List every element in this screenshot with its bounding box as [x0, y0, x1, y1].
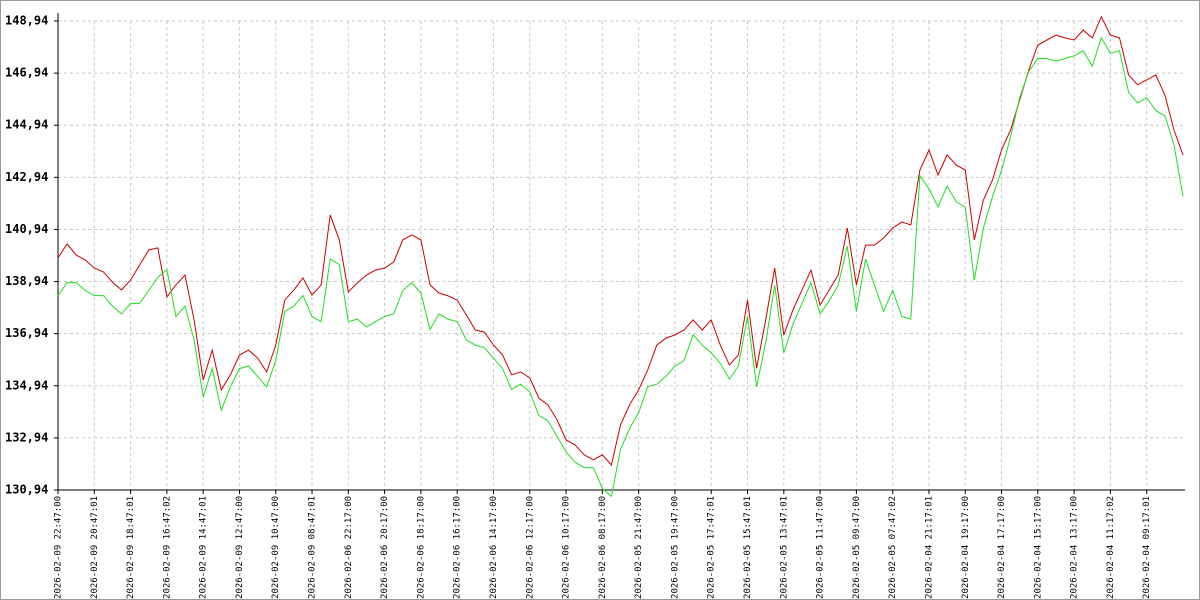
x-tick-label: 2026-02-09 08:47:01 [308, 496, 318, 599]
y-tick-label: 146,94 [5, 66, 48, 80]
series-line [57, 36, 1184, 498]
x-tick-label: 2026-02-04 15:17:00 [1033, 496, 1043, 599]
x-tick-label: 2026-02-05 19:47:00 [670, 496, 680, 599]
y-tick-label: 136,94 [5, 326, 48, 340]
series-line [57, 15, 1184, 467]
x-tick-label: 2026-02-06 10:17:00 [562, 496, 572, 599]
x-tick-label: 2026-02-05 17:47:01 [707, 496, 717, 599]
x-tick-label: 2026-02-05 15:47:01 [743, 496, 753, 599]
x-tick-label: 2026-02-06 08:17:00 [598, 496, 608, 599]
x-tick-label: 2026-02-06 12:17:00 [525, 496, 535, 599]
y-tick-label: 132,94 [5, 430, 48, 444]
y-tick-label: 148,94 [5, 14, 48, 28]
y-tick-label: 138,94 [5, 274, 48, 288]
x-tick-label: 2026-02-09 10:47:00 [271, 496, 281, 599]
x-tick-label: 2026-02-09 20:47:01 [90, 496, 100, 599]
x-tick-label: 2026-02-09 14:47:01 [199, 496, 209, 599]
x-tick-label: 2026-02-04 21:17:01 [924, 496, 934, 599]
x-tick-label: 2026-02-06 18:17:00 [416, 496, 426, 599]
y-tick-label: 142,94 [5, 170, 48, 184]
x-tick-label: 2026-02-06 16:17:00 [453, 496, 463, 599]
x-tick-label: 2026-02-05 13:47:01 [779, 496, 789, 599]
x-tick-label: 2026-02-05 09:47:00 [852, 496, 862, 599]
x-tick-label: 2026-02-04 11:17:02 [1106, 496, 1116, 599]
y-tick-label: 144,94 [5, 118, 48, 132]
x-tick-label: 2026-02-04 19:17:00 [961, 496, 971, 599]
x-tick-label: 2026-02-05 11:47:00 [816, 496, 826, 599]
x-tick-label: 2026-02-06 14:17:00 [489, 496, 499, 599]
x-tick-label: 2026-02-09 12:47:00 [235, 496, 245, 599]
x-tick-label: 2026-02-05 21:47:00 [634, 496, 644, 599]
y-tick-label: 134,94 [5, 378, 48, 392]
x-tick-label: 2026-02-05 07:47:02 [888, 496, 898, 599]
y-tick-label: 130,94 [5, 483, 48, 497]
x-tick-label: 2026-02-04 13:17:00 [1070, 496, 1080, 599]
x-tick-label: 2026-02-04 17:17:00 [997, 496, 1007, 599]
x-tick-label: 2026-02-09 22:47:00 [54, 496, 64, 599]
x-tick-label: 2026-02-06 20:17:00 [380, 496, 390, 599]
x-tick-label: 2026-02-09 18:47:01 [126, 496, 136, 599]
x-tick-label: 2026-02-09 16:47:02 [162, 496, 172, 599]
x-tick-label: 2026-02-04 09:17:01 [1142, 496, 1152, 599]
x-tick-label: 2026-02-06 22:17:00 [344, 496, 354, 599]
y-tick-label: 140,94 [5, 222, 48, 236]
